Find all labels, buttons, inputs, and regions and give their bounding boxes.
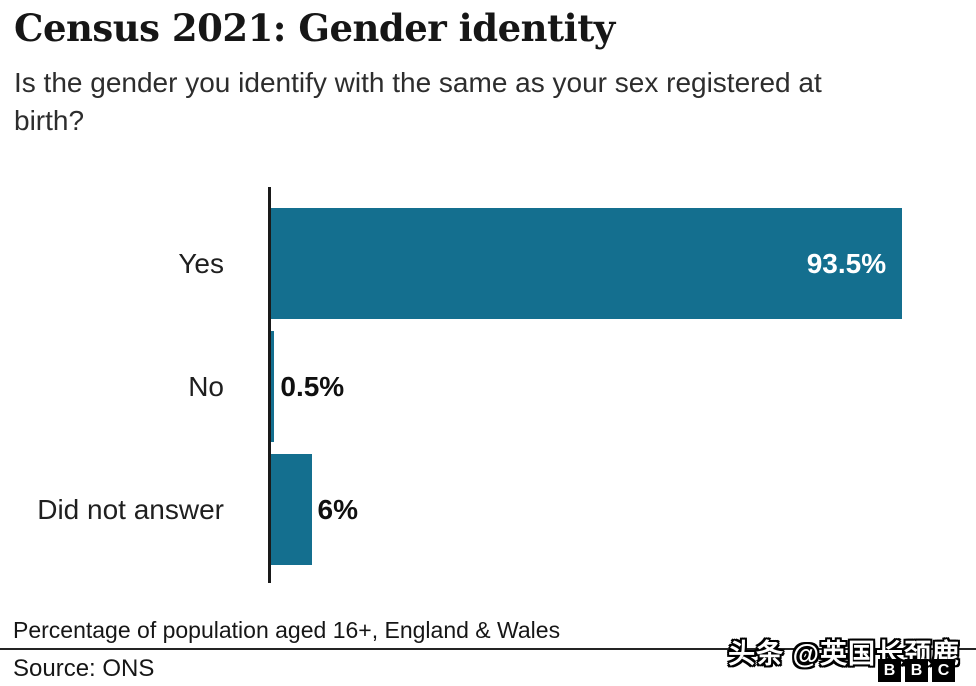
bbc-logo-block-b1: B [878, 659, 901, 682]
bar-row-yes: Yes 93.5% [0, 202, 976, 325]
bbc-logo: B B C [878, 659, 955, 682]
y-axis-line [268, 187, 271, 583]
value-label-no: 0.5% [280, 370, 345, 402]
bbc-logo-block-b2: B [905, 659, 928, 682]
bbc-logo-block-c: C [932, 659, 955, 682]
bar-no [271, 331, 275, 442]
bar-track: 0.5% [271, 331, 946, 442]
bar-chart: Yes 93.5% No 0.5% Did not answer 6% [0, 187, 976, 583]
bar-yes: 93.5% [271, 208, 903, 319]
footer-divider [0, 648, 976, 650]
bar-row-did-not-answer: Did not answer 6% [0, 448, 976, 571]
category-label-did-not-answer: Did not answer [37, 493, 224, 525]
source-credit: Source: ONS [13, 655, 155, 682]
bar-did-not-answer [271, 454, 312, 565]
chart-subtitle: Is the gender you identify with the same… [14, 67, 822, 136]
bar-track: 6% [271, 454, 946, 565]
category-label-yes: Yes [178, 247, 224, 279]
category-label-no: No [188, 370, 224, 402]
bar-track: 93.5% [271, 208, 946, 319]
value-label-did-not-answer: 6% [317, 493, 358, 525]
page-title: Census 2021: Gender identity [14, 6, 615, 50]
bar-row-no: No 0.5% [0, 325, 976, 448]
chart-footnote: Percentage of population aged 16+, Engla… [13, 617, 561, 643]
value-label-yes: 93.5% [806, 247, 887, 279]
